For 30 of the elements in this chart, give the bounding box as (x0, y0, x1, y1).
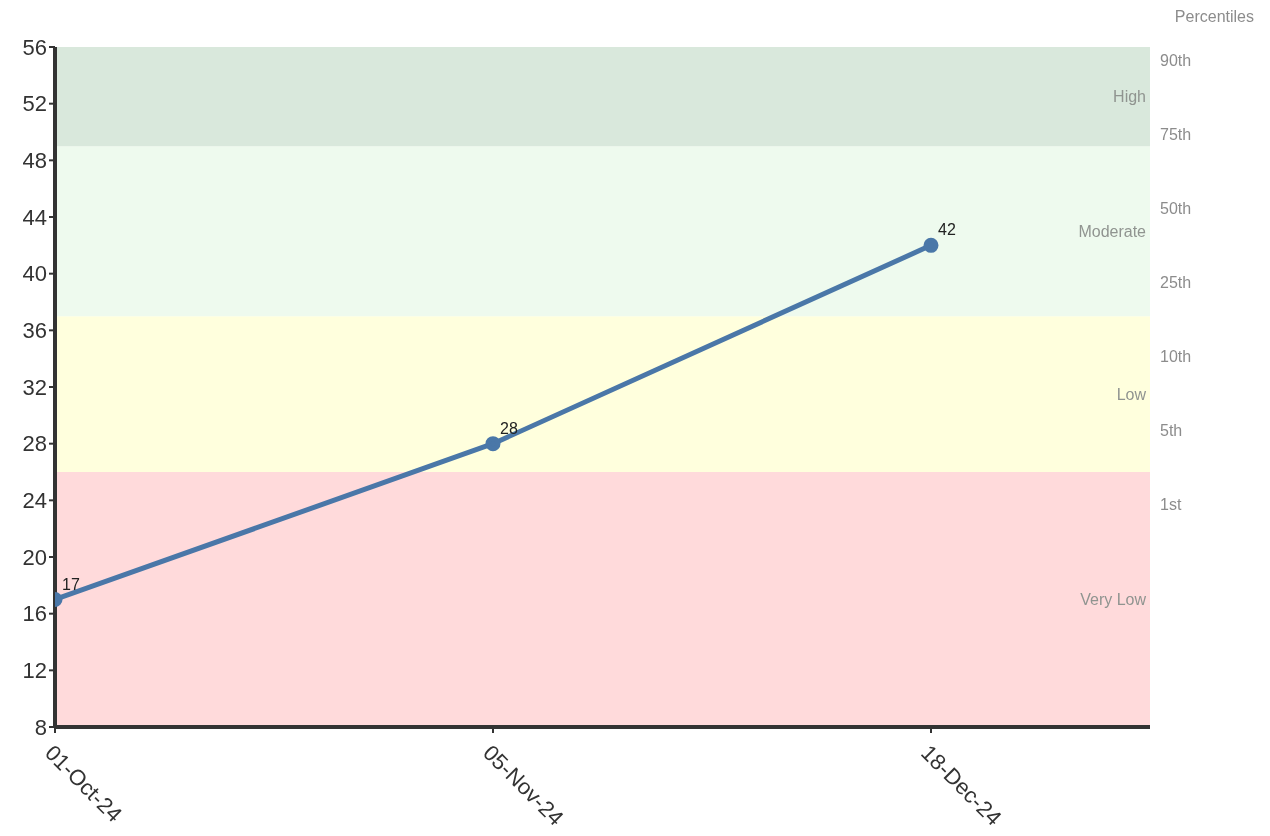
text: 75th (1160, 126, 1192, 144)
text: Percentiles (1174, 8, 1254, 26)
point (485, 436, 501, 452)
text: 10th (1160, 348, 1192, 366)
data-label: 28 (500, 419, 518, 437)
y-tick-label: 28 (22, 431, 47, 457)
y-tick-label: 24 (22, 488, 47, 514)
y-tick-label: 8 (34, 714, 47, 740)
y-tick-label: 48 (22, 148, 47, 174)
band-label: Very Low (1080, 591, 1147, 609)
data-label: 42 (938, 221, 956, 239)
y-tick-label: 44 (22, 204, 47, 230)
y-tick-label: 52 (22, 91, 47, 117)
band-label: Low (1116, 385, 1147, 403)
y-tick-label: 32 (22, 374, 47, 400)
band-label: Moderate (1078, 222, 1147, 240)
y-tick-label: 20 (22, 544, 47, 570)
band-label: High (1113, 88, 1146, 106)
text: 1st (1160, 496, 1182, 514)
y-tick-label: 40 (22, 261, 47, 287)
y-tick-label: 56 (22, 34, 47, 60)
data-label: 17 (62, 575, 80, 593)
text: 50th (1160, 200, 1192, 218)
text: 90th (1160, 52, 1192, 70)
y-tick-label: 16 (22, 601, 47, 627)
point (923, 237, 939, 253)
y-tick-label: 36 (22, 318, 47, 344)
y-tick-label: 12 (22, 658, 47, 684)
text: 5th (1160, 422, 1183, 440)
text: 25th (1160, 274, 1192, 292)
